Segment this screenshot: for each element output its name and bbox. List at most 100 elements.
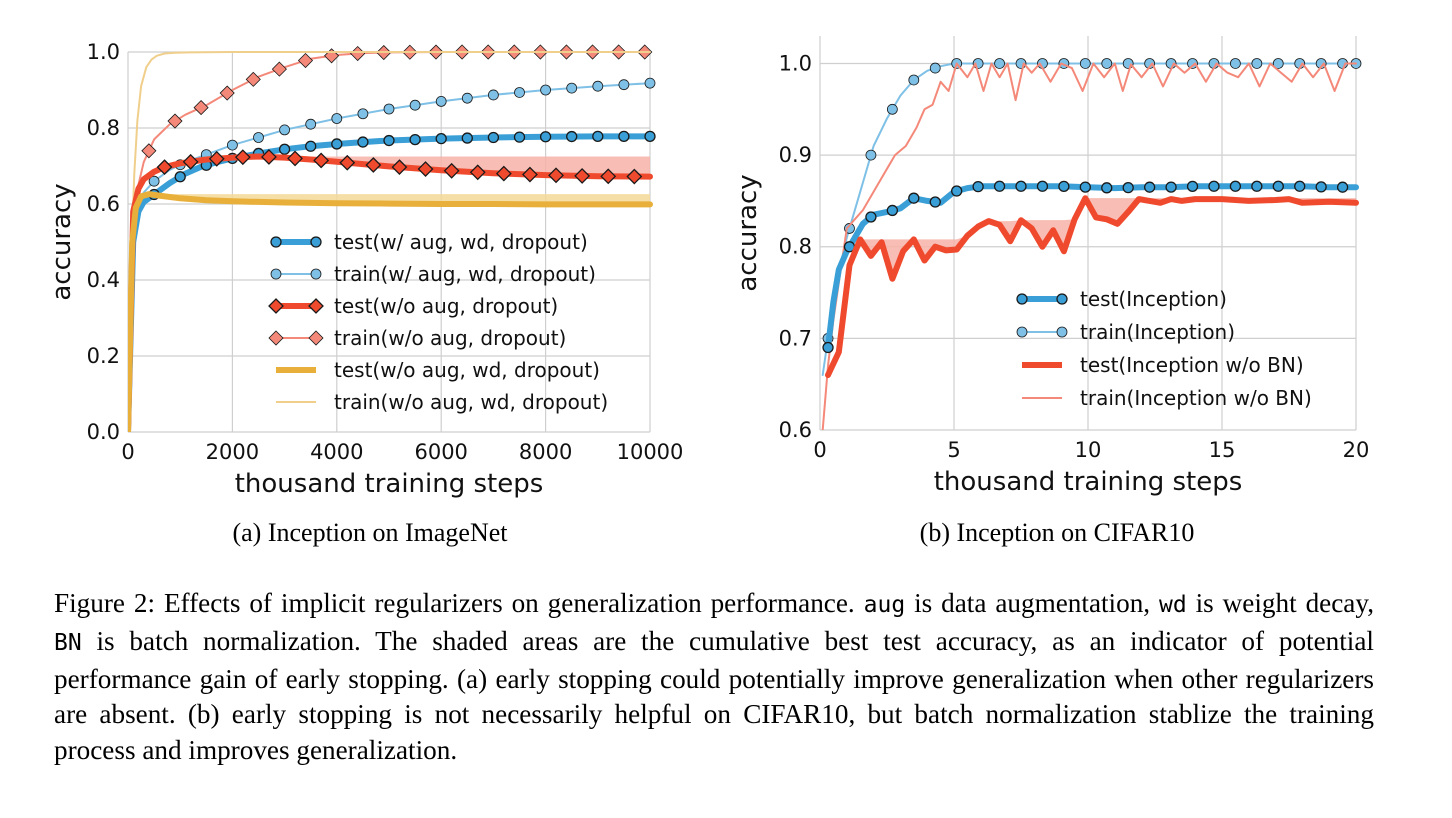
legend-marker [1016, 326, 1028, 338]
data-point [305, 140, 317, 152]
y-tick-label: 1.0 [779, 51, 812, 75]
y-axis-label: accuracy [47, 183, 77, 300]
data-point [1079, 181, 1091, 193]
legend-label: train(Inception) [1080, 320, 1235, 344]
data-point [167, 113, 183, 129]
chart-a: 0 2000 4000 6000 8000 10000 0.0 0.2 0.4 0.6 0.8 1.0… [47, 40, 683, 499]
data-point [148, 175, 160, 187]
x-tick-label: 4000 [310, 440, 363, 464]
data-point [193, 100, 209, 116]
series-line [821, 62, 1357, 430]
series-line [825, 195, 1359, 378]
y-tick-label: 0.7 [779, 326, 812, 350]
data-point [886, 204, 899, 217]
data-point [350, 45, 366, 62]
data-point [566, 82, 578, 94]
x-tick-label: 5 [947, 438, 960, 462]
data-point [383, 103, 395, 115]
data-point [1143, 181, 1156, 193]
data-point [592, 80, 604, 92]
y-tick-label: 0.2 [87, 344, 120, 368]
x-tick-label: 6000 [414, 440, 467, 464]
subcaption-a: (a) Inception on ImageNet [232, 518, 508, 547]
data-point [487, 89, 499, 101]
y-tick-label: 0.6 [87, 192, 120, 216]
y-tick-label: 0.0 [87, 420, 120, 444]
legend-label: test(w/o aug, wd, dropout) [334, 358, 600, 382]
data-point [626, 168, 643, 185]
legend-marker [308, 330, 324, 346]
legend-label: test(Inception) [1080, 287, 1227, 311]
data-point [513, 131, 526, 143]
data-point [383, 134, 395, 147]
x-tick-label: 8000 [519, 440, 572, 464]
plot-area [128, 44, 656, 432]
data-point [972, 180, 984, 193]
data-point [443, 162, 460, 179]
y-tick-label: 0.4 [87, 268, 120, 292]
data-point [297, 52, 314, 69]
data-point [1229, 180, 1242, 192]
data-point [313, 152, 330, 169]
subcaption-b: (b) Inception on CIFAR10 [920, 518, 1195, 547]
x-tick-label: 0 [121, 440, 134, 464]
data-point [908, 74, 920, 86]
data-point [357, 108, 369, 120]
data-point [417, 161, 434, 177]
data-point [1058, 180, 1070, 193]
data-point [174, 171, 186, 183]
legend-marker [270, 236, 282, 248]
data-point [1101, 182, 1113, 194]
data-point [644, 130, 656, 143]
data-point [822, 341, 834, 354]
data-point [539, 131, 552, 143]
caption-part-3: is weight decay, [1186, 588, 1374, 618]
data-point [469, 164, 486, 181]
data-point [1122, 181, 1134, 194]
data-point [886, 103, 898, 115]
legend-label: train(w/o aug, dropout) [334, 326, 566, 350]
data-point [600, 168, 617, 185]
legend-label: test(Inception w/o BN) [1080, 353, 1304, 377]
y-tick-label: 0.6 [779, 418, 812, 442]
data-point [234, 149, 251, 166]
data-point [514, 87, 525, 98]
data-point [331, 138, 343, 150]
legend-label: train(Inception w/o BN) [1080, 386, 1312, 410]
data-point [391, 159, 408, 176]
data-point [1187, 58, 1198, 69]
x-tick-label: 2000 [206, 440, 259, 464]
legend-marker [268, 298, 284, 314]
caption-code-bn: BN [54, 629, 82, 656]
chart-b: 0 5 10 15 20 0.6 0.7 0.8 0.9 1.0 thousand training… [733, 36, 1369, 497]
data-point [287, 150, 303, 167]
data-point [245, 71, 261, 87]
data-point [409, 133, 421, 146]
x-tick-label: 20 [1343, 438, 1370, 462]
figure-caption: Figure 2: Effects of implicit regularize… [54, 586, 1374, 769]
data-point [495, 165, 512, 182]
y-tick-label: 1.0 [87, 40, 120, 64]
data-point [1186, 180, 1199, 193]
data-point [278, 143, 291, 155]
legend-marker [1016, 293, 1028, 305]
data-point [540, 84, 551, 96]
data-point [1165, 181, 1177, 193]
caption-code-aug: aug [863, 592, 906, 618]
legend-label: train(w/o aug, wd, dropout) [334, 390, 608, 414]
legend-marker [270, 268, 282, 280]
y-tick-label: 0.8 [87, 116, 120, 140]
data-point [487, 131, 500, 144]
legend-marker [310, 268, 322, 280]
data-point [929, 196, 941, 208]
data-point [865, 211, 877, 223]
x-tick-label: 10 [1075, 438, 1102, 462]
x-tick-label: 15 [1209, 438, 1236, 462]
series-line [128, 51, 651, 432]
caption-part-2: is data augmentation, [905, 588, 1160, 618]
y-tick-label: 0.8 [779, 235, 812, 259]
data-point [548, 167, 564, 184]
data-point [592, 130, 604, 143]
legend-label: test(w/ aug, wd, dropout) [334, 230, 588, 254]
caption-code-wd: wd [1159, 592, 1187, 618]
